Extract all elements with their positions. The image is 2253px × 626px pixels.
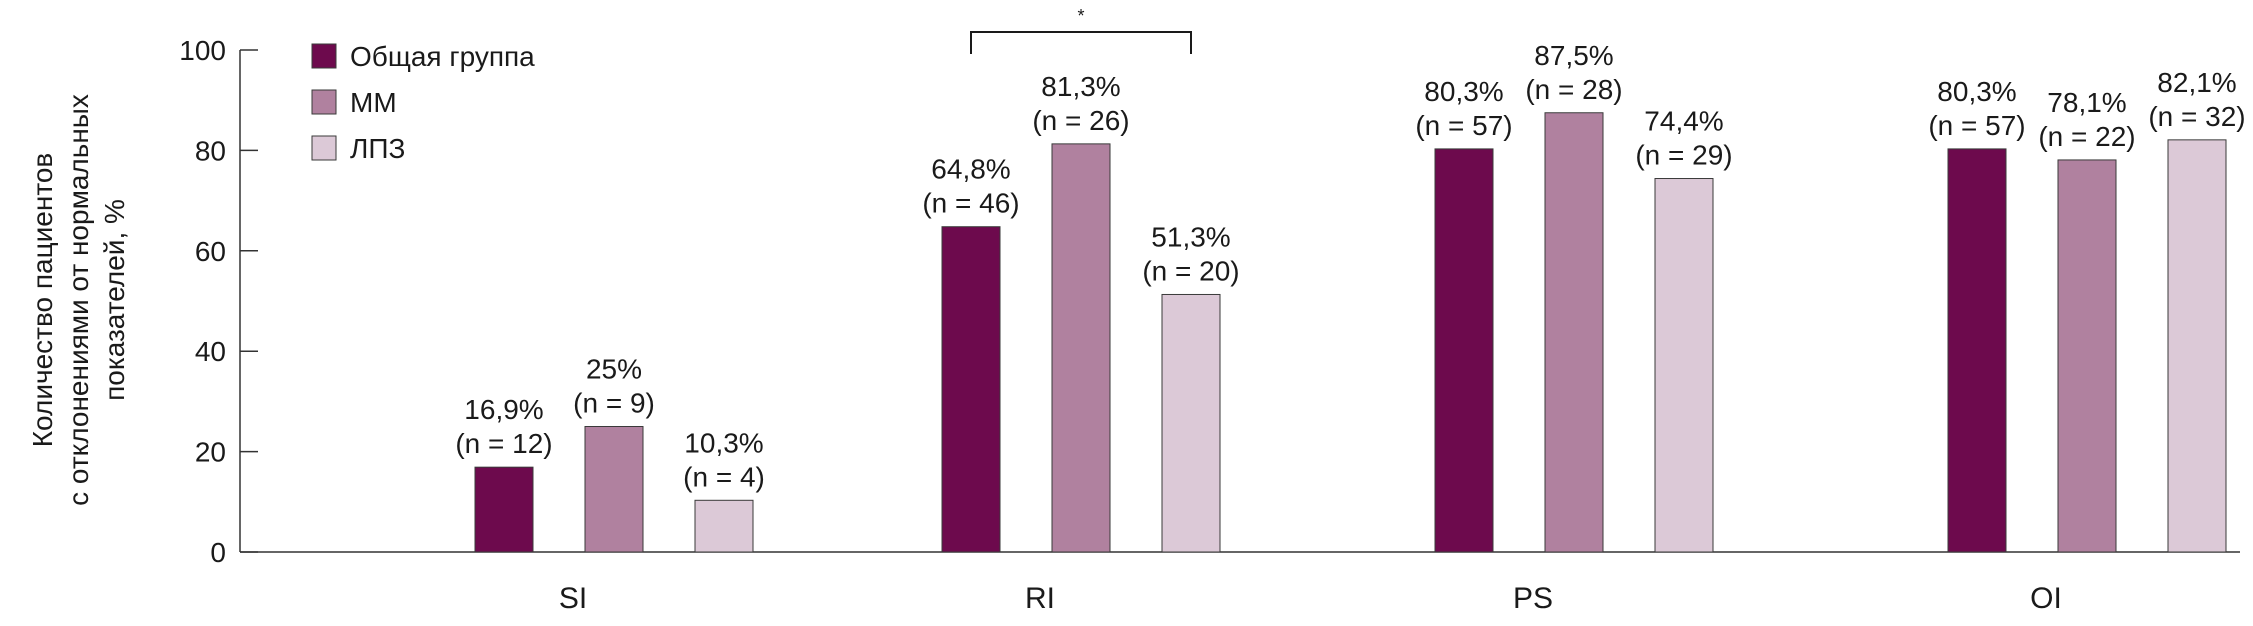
data-label-percent: 78,1% — [2047, 87, 2126, 118]
data-label-count: (n = 46) — [922, 188, 1019, 219]
data-label-percent: 64,8% — [931, 154, 1010, 185]
y-tick-label: 40 — [195, 336, 226, 367]
bar — [2167, 139, 2227, 553]
y-axis-title: Количество пациентов с отклонениями от но… — [27, 94, 130, 506]
y-axis-title-line: показателей, % — [99, 199, 130, 401]
data-label-percent: 80,3% — [1424, 76, 1503, 107]
significance-bracket — [970, 31, 1192, 54]
bar — [1544, 112, 1604, 553]
y-axis-title-line: Количество пациентов — [27, 153, 58, 448]
data-label-count: (n = 57) — [1928, 110, 2025, 141]
data-label-count: (n = 28) — [1525, 74, 1622, 105]
data-label-count: (n = 20) — [1142, 255, 1239, 286]
data-label-percent: 10,3% — [684, 427, 763, 458]
bar — [1051, 143, 1111, 553]
data-label-percent: 82,1% — [2157, 67, 2236, 98]
data-label-count: (n = 26) — [1032, 105, 1129, 136]
bar — [584, 426, 644, 553]
legend: Общая группа ММ ЛПЗ — [311, 41, 535, 164]
data-label-percent: 16,9% — [464, 394, 543, 425]
data-label-count: (n = 4) — [683, 461, 765, 492]
bar — [1654, 178, 1714, 553]
bar — [1161, 293, 1221, 553]
bar — [1947, 148, 2007, 553]
data-label-percent: 25% — [586, 354, 642, 385]
y-tick-label: 60 — [195, 236, 226, 267]
y-tick-label: 100 — [179, 35, 226, 66]
data-labels: 16,9%(n = 12)64,8%(n = 46)80,3%(n = 57)8… — [455, 40, 2245, 493]
data-label-count: (n = 12) — [455, 428, 552, 459]
data-label-count: (n = 22) — [2038, 121, 2135, 152]
y-axis-title-line: с отклонениями от нормальных — [63, 94, 94, 506]
bars — [474, 112, 2227, 553]
legend-label: Общая группа — [350, 41, 535, 72]
x-tick-label: RI — [1025, 582, 1055, 615]
axes: 0 20 40 60 80 100 SI RI PS OI — [179, 35, 2240, 615]
x-tick-label: OI — [2030, 582, 2062, 615]
data-label-count: (n = 9) — [573, 388, 655, 419]
data-label-count: (n = 57) — [1415, 110, 1512, 141]
legend-label: ЛПЗ — [350, 133, 405, 164]
significance-annotation: * — [970, 6, 1192, 54]
data-label-count: (n = 32) — [2148, 101, 2245, 132]
significance-marker: * — [1077, 6, 1084, 26]
x-tick-label: SI — [559, 582, 587, 615]
y-tick-label: 0 — [210, 537, 226, 568]
data-label-percent: 81,3% — [1041, 71, 1120, 102]
y-axis-label: Количество пациентов с отклонениями от но… — [27, 94, 130, 506]
data-label-percent: 80,3% — [1937, 76, 2016, 107]
bar — [694, 499, 754, 553]
y-tick-label: 80 — [195, 135, 226, 166]
data-label-count: (n = 29) — [1635, 140, 1732, 171]
legend-label: ММ — [350, 87, 397, 118]
y-tick-label: 20 — [195, 437, 226, 468]
x-tick-label: PS — [1513, 582, 1553, 615]
bar — [2057, 159, 2117, 553]
data-label-percent: 74,4% — [1644, 106, 1723, 137]
legend-swatch — [311, 43, 337, 69]
data-label-percent: 51,3% — [1151, 221, 1230, 252]
bar — [1434, 148, 1494, 553]
legend-swatch — [311, 89, 337, 115]
data-label-percent: 87,5% — [1534, 40, 1613, 71]
bar — [474, 466, 534, 553]
legend-swatch — [311, 135, 337, 161]
bar — [941, 226, 1001, 553]
